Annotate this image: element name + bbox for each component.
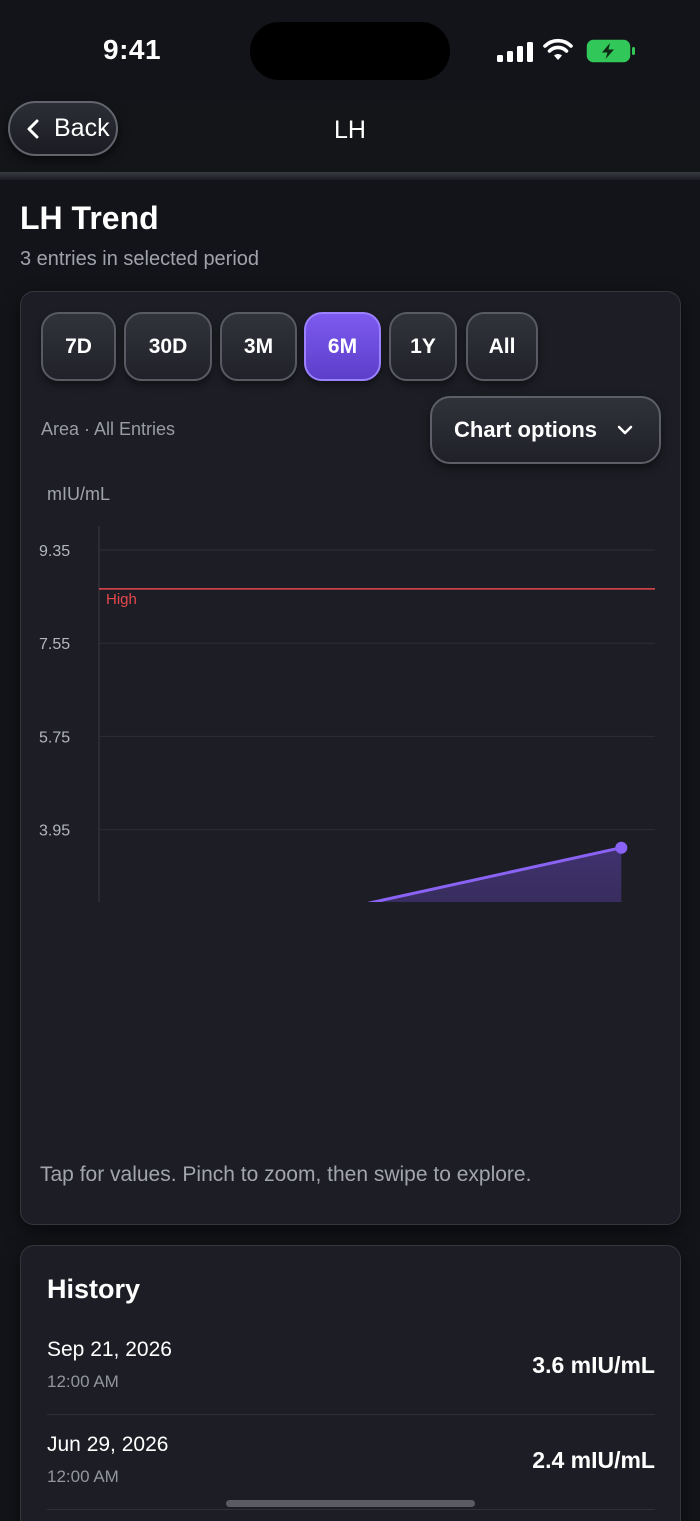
y-axis-label: mIU/mL: [47, 484, 110, 504]
chevron-left-icon: [27, 119, 39, 138]
chevron-down-icon: [617, 425, 633, 435]
y-tick-label: 7.55: [39, 636, 70, 653]
range-1y-button[interactable]: 1Y: [389, 312, 457, 381]
history-value: 2.4 mIU/mL: [532, 1447, 655, 1473]
chart-description: Area · All Entries: [41, 419, 176, 439]
history-row[interactable]: Sep 21, 2026 12:00 AM 3.6 mIU/mL: [47, 1320, 655, 1415]
range-3m-button[interactable]: 3M: [220, 312, 297, 381]
lh-trend-chart[interactable]: HighLow mIU/mL9.357.555.753.952.150.35Ap…: [21, 482, 682, 902]
y-tick-label: 3.95: [39, 823, 70, 840]
history-card: History Sep 21, 2026 12:00 AM 3.6 mIU/mL…: [20, 1245, 681, 1521]
history-title: History: [47, 1274, 141, 1304]
series-line: [367, 846, 622, 902]
chart-card: 7D 30D 3M 6M 1Y All Area · All Entries C…: [20, 291, 681, 1225]
battery-charging-icon: [586, 39, 635, 63]
wifi-icon: [543, 38, 573, 60]
history-date: Jun 29, 2026: [47, 1433, 169, 1456]
range-7d-button[interactable]: 7D: [41, 312, 116, 381]
nav-title: LH: [334, 116, 366, 144]
status-bar: 9:41: [0, 0, 700, 100]
chart-options-label: Chart options: [454, 417, 597, 442]
dynamic-island: [250, 22, 450, 80]
status-time: 9:41: [103, 34, 162, 65]
back-label: Back: [54, 114, 110, 142]
back-button[interactable]: Back: [8, 101, 118, 156]
home-indicator: [226, 1500, 475, 1507]
area-fill: [374, 847, 622, 902]
signal-icon: [497, 42, 533, 62]
range-30d-button[interactable]: 30D: [124, 312, 212, 381]
history-time: 12:00 AM: [47, 1467, 119, 1486]
navigation-bar: [0, 100, 700, 176]
page-title: LH Trend: [20, 200, 159, 236]
history-time: 12:00 AM: [47, 1372, 119, 1391]
history-date: Sep 21, 2026: [47, 1338, 172, 1361]
chart-options-button[interactable]: Chart options: [430, 396, 661, 464]
history-row[interactable]: Jun 29, 2026 12:00 AM 2.4 mIU/mL: [47, 1415, 655, 1510]
history-value: 3.6 mIU/mL: [532, 1352, 655, 1378]
threshold-label-high: High: [106, 591, 137, 608]
nav-divider: [0, 172, 700, 180]
range-all-button[interactable]: All: [466, 312, 538, 381]
y-tick-label: 5.75: [39, 729, 70, 746]
data-point: [615, 841, 628, 854]
y-tick-label: 9.35: [39, 543, 70, 560]
entries-count: 3 entries in selected period: [20, 248, 260, 270]
range-6m-button[interactable]: 6M: [304, 312, 381, 381]
chart-hint: Tap for values. Pinch to zoom, then swip…: [40, 1163, 532, 1186]
